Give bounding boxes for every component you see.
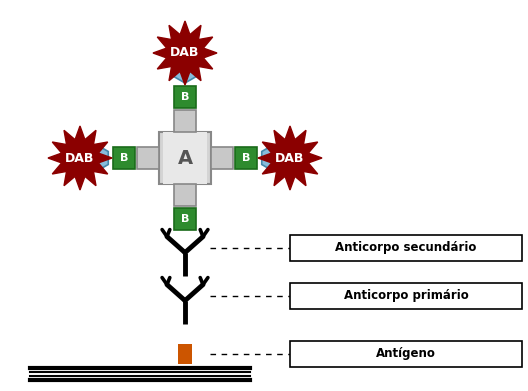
Bar [137,147,159,169]
Text: Antígeno: Antígeno [376,348,436,361]
Text: P: P [93,153,101,163]
FancyBboxPatch shape [290,235,522,261]
Bar [174,110,196,132]
Bar [174,86,196,108]
Text: B: B [181,92,189,102]
Polygon shape [153,21,217,85]
Polygon shape [262,145,284,171]
Polygon shape [258,126,322,190]
Polygon shape [174,57,196,83]
Text: P: P [269,153,277,163]
Text: DAB: DAB [65,151,95,165]
Text: Anticorpo secundário: Anticorpo secundário [335,242,477,255]
Text: A: A [177,149,193,167]
Text: DAB: DAB [275,151,305,165]
Text: Anticorpo primário: Anticorpo primário [344,289,468,303]
Bar [113,147,135,169]
Bar [178,344,192,364]
Text: B: B [181,214,189,224]
Text: DAB: DAB [171,47,200,59]
Text: B: B [120,153,128,163]
Text: P: P [181,65,189,75]
Bar [235,147,257,169]
Text: B: B [242,153,250,163]
Bar [211,147,233,169]
Bar [174,184,196,206]
Polygon shape [48,126,112,190]
FancyBboxPatch shape [290,283,522,309]
FancyBboxPatch shape [290,341,522,367]
Bar [174,208,196,230]
Bar [159,132,211,184]
Polygon shape [86,145,108,171]
Bar [163,132,207,184]
